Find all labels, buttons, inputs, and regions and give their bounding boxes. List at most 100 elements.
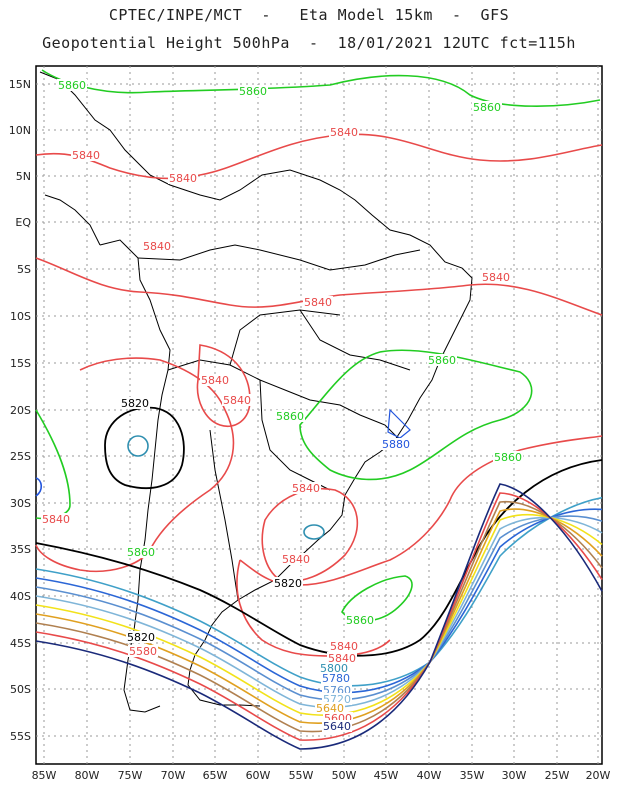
contour-label-bg — [481, 271, 511, 283]
contour-label: 5860 — [239, 85, 267, 98]
contour-label: 5580 — [129, 645, 157, 658]
lon-tick-label: 30W — [502, 769, 527, 782]
contour-label: 5860 — [58, 79, 86, 92]
contour-label: 5840 — [304, 296, 332, 309]
contour-label: 5840 — [201, 374, 229, 387]
lat-tick-label: 45S — [10, 637, 31, 650]
lat-tick-label: 15S — [10, 357, 31, 370]
contour-label: 5860 — [127, 546, 155, 559]
contours-5840 — [35, 133, 603, 657]
contour-label-bg — [427, 354, 457, 366]
contour-label-bg — [321, 672, 351, 684]
contour-label: 5840 — [72, 149, 100, 162]
contour-label-bg — [381, 438, 411, 450]
contour-label: 5840 — [330, 640, 358, 653]
lat-tick-label: 35S — [10, 543, 31, 556]
contour-label: 5840 — [330, 126, 358, 139]
trough-contour — [35, 492, 603, 741]
contour-label: 5840 — [292, 482, 320, 495]
trough-contour — [35, 508, 603, 724]
trough-contour — [35, 515, 603, 701]
contour-label-bg — [315, 702, 345, 714]
contour-label-bg — [472, 101, 502, 113]
lat-tick-label: 10S — [10, 310, 31, 323]
contour-label: 5820 — [274, 577, 302, 590]
contour-label: 5820 — [121, 397, 149, 410]
trough-contour — [35, 500, 603, 733]
lat-tick-label: 55S — [10, 730, 31, 743]
lon-tick-label: 55W — [289, 769, 314, 782]
contour-label-bg — [57, 79, 87, 91]
lon-tick-label: 35W — [460, 769, 485, 782]
contour-label-bg — [200, 374, 230, 386]
lon-tick-label: 40W — [417, 769, 442, 782]
contour-label: 5840 — [482, 271, 510, 284]
contour-label: 5820 — [127, 631, 155, 644]
lat-tick-label: 15N — [9, 78, 31, 91]
lat-tick-label: 30S — [10, 497, 31, 510]
lat-tick-label: 50S — [10, 683, 31, 696]
lon-tick-label: 80W — [75, 769, 100, 782]
lon-tick-label: 75W — [118, 769, 143, 782]
contour-label: 5860 — [473, 101, 501, 114]
contour-label: 5640 — [316, 702, 344, 715]
contour-label: 5840 — [328, 652, 356, 665]
lon-tick-label: 25W — [545, 769, 570, 782]
contour-label-bg — [71, 149, 101, 161]
lon-tick-label: 50W — [332, 769, 357, 782]
contour-label: 5860 — [276, 410, 304, 423]
contour-label: 5860 — [428, 354, 456, 367]
map-title-line2: Geopotential Height 500hPa - 18/01/2021 … — [42, 34, 576, 52]
trough-contour — [35, 496, 603, 687]
contour-label-bg — [322, 720, 352, 732]
lon-tick-label: 70W — [161, 769, 186, 782]
contour-band-trough — [35, 483, 603, 750]
map-title-line1: CPTEC/INPE/MCT - Eta Model 15km - GFS — [108, 6, 510, 24]
contours-teal — [127, 435, 325, 540]
trough-contour — [35, 508, 603, 694]
coastlines — [39, 71, 473, 713]
contour-label-bg — [142, 240, 172, 252]
contour-label-bg — [319, 662, 349, 674]
contour-label: 5840 — [282, 553, 310, 566]
contour-label-bg — [281, 553, 311, 565]
contour-label-bg — [275, 410, 305, 422]
lon-tick-label: 60W — [246, 769, 271, 782]
contour-label: 5780 — [322, 672, 350, 685]
lat-tick-label: 5S — [17, 263, 31, 276]
trough-contour — [35, 513, 603, 716]
contours-5880 — [35, 477, 43, 497]
contour-label-bg — [41, 513, 71, 525]
contour-label-bg — [329, 126, 359, 138]
contour-label-bg — [345, 614, 375, 626]
contour-label-bg — [329, 640, 359, 652]
contour-label-bg — [303, 296, 333, 308]
lat-tick-label: 25S — [10, 450, 31, 463]
contour-label-bg — [168, 172, 198, 184]
trough-contour — [35, 483, 603, 750]
lat-tick-label: 10N — [9, 124, 31, 137]
contour-label: 5860 — [494, 451, 522, 464]
contour-label: 5800 — [320, 662, 348, 675]
lat-tick-label: EQ — [15, 216, 31, 229]
contour-label: 5880 — [382, 438, 410, 451]
contour-label: 5840 — [143, 240, 171, 253]
contour-label-bg — [327, 652, 357, 664]
lat-tick-label: 20S — [10, 404, 31, 417]
contour-label-bg — [126, 546, 156, 558]
lat-tick-label: 5N — [16, 170, 31, 183]
contour-label-bg — [126, 631, 156, 643]
lon-tick-label: 20W — [586, 769, 611, 782]
trough-contour — [35, 516, 603, 709]
lon-tick-label: 85W — [32, 769, 57, 782]
contour-label: 5860 — [346, 614, 374, 627]
lat-tick-label: 40S — [10, 590, 31, 603]
contour-label-bg — [128, 645, 158, 657]
contour-label: 5640 — [323, 720, 351, 733]
contour-label-bg — [493, 451, 523, 463]
contour-label-bg — [273, 577, 303, 589]
contour-label: 5840 — [42, 513, 70, 526]
contour-label-bg — [120, 397, 150, 409]
contour-label-bg — [291, 482, 321, 494]
